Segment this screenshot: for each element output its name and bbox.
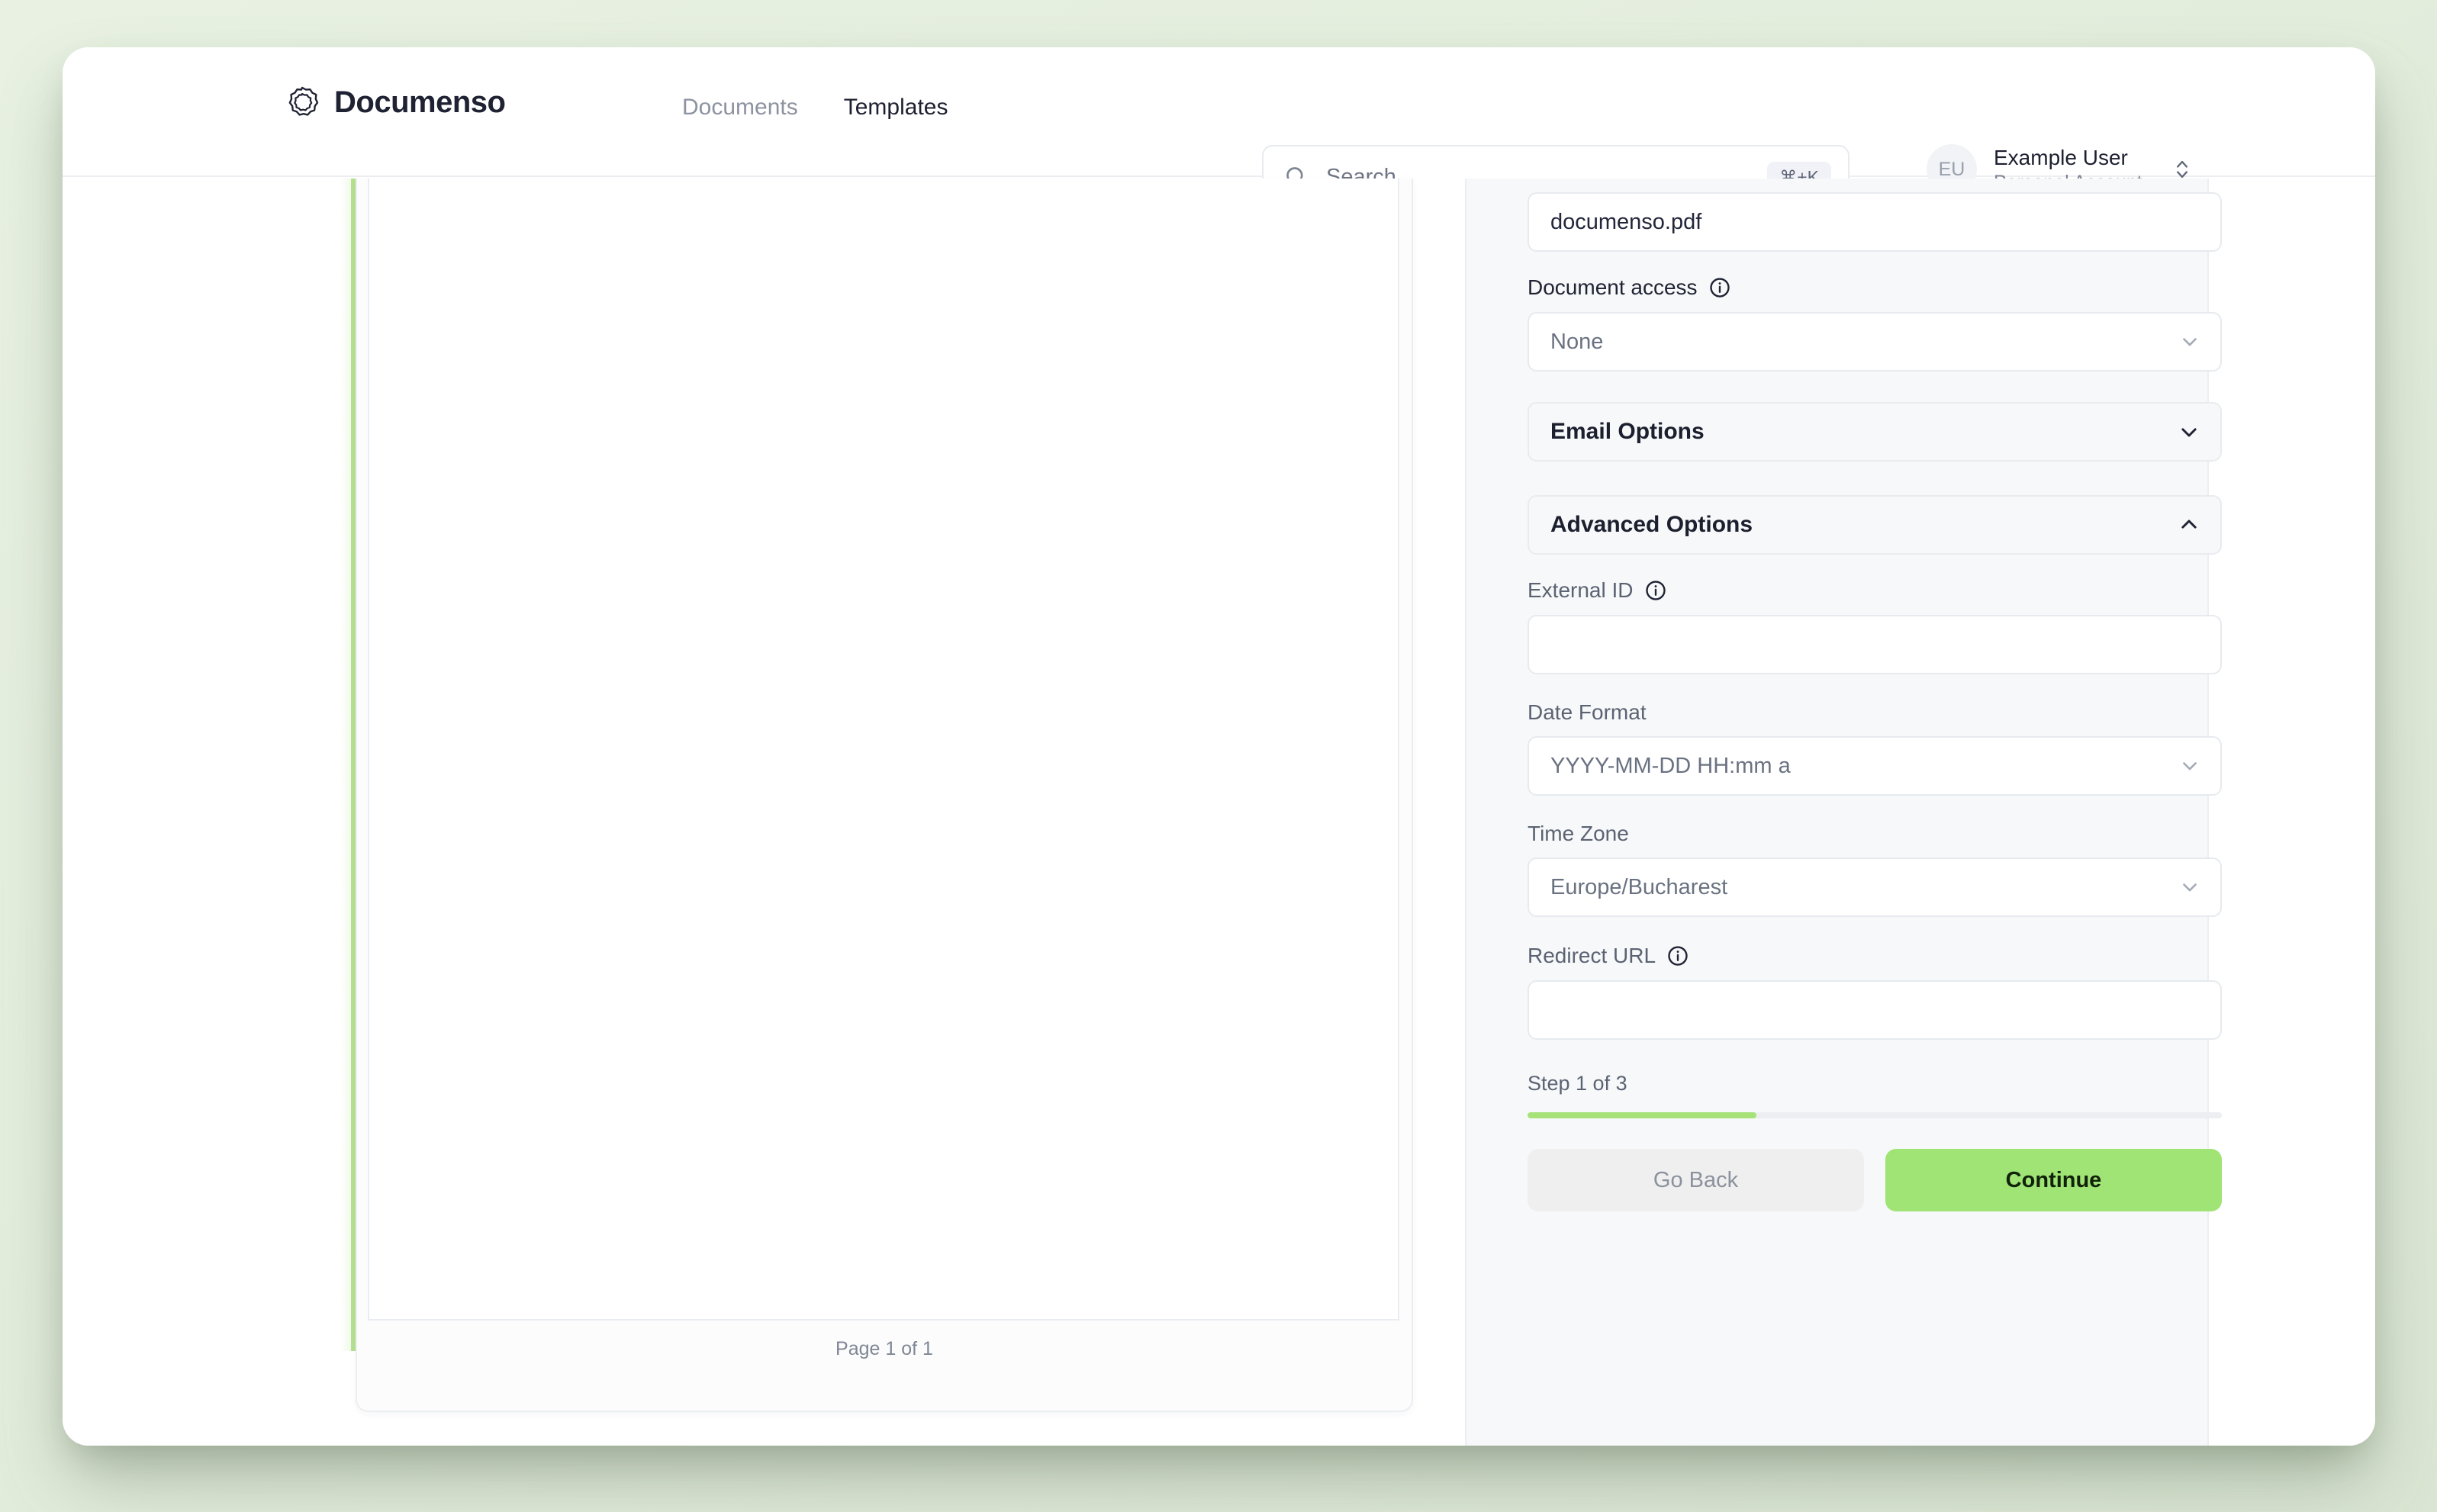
step-progress-bar xyxy=(1528,1112,2222,1118)
accent-rail xyxy=(351,179,356,1351)
email-options-label: Email Options xyxy=(1550,419,1705,444)
time-zone-label-text: Time Zone xyxy=(1528,822,1629,845)
step-indicator-label: Step 1 of 3 xyxy=(1528,1072,1627,1095)
app-window: Documenso Documents Templates Search ⌘+K… xyxy=(63,47,2375,1446)
chevron-up-icon xyxy=(2181,520,2197,529)
brand-logo[interactable]: Documenso xyxy=(285,85,506,119)
chevrons-up-down-icon xyxy=(2176,160,2188,179)
redirect-url-label-text: Redirect URL xyxy=(1528,944,1656,967)
document-settings-card: Document access None Email Options xyxy=(1465,179,2222,1446)
app-body: Page 1 of 1 Document access None xyxy=(63,179,2375,1446)
time-zone-label: Time Zone xyxy=(1528,823,2222,844)
date-format-select[interactable]: YYYY-MM-DD HH:mm a xyxy=(1528,736,2222,796)
redirect-url-label: Redirect URL xyxy=(1528,944,2222,967)
main-nav: Documents Templates xyxy=(681,90,949,125)
nav-link-documents[interactable]: Documents xyxy=(682,95,798,120)
document-title-input[interactable] xyxy=(1528,192,2222,252)
continue-button[interactable]: Continue xyxy=(1885,1149,2222,1211)
external-id-input[interactable] xyxy=(1528,615,2222,674)
document-access-label-text: Document access xyxy=(1528,275,1698,299)
step-progress-fill xyxy=(1528,1112,1757,1118)
go-back-button[interactable]: Go Back xyxy=(1528,1149,1864,1211)
chevron-down-icon xyxy=(2183,762,2197,770)
document-access-label: Document access xyxy=(1528,276,2222,299)
document-preview-panel: Page 1 of 1 xyxy=(356,179,1413,1412)
info-circle-icon[interactable] xyxy=(1644,579,1667,602)
info-circle-icon[interactable] xyxy=(1666,944,1689,967)
chevron-down-icon xyxy=(2181,428,2197,437)
info-circle-icon[interactable] xyxy=(1708,276,1731,299)
document-access-value: None xyxy=(1550,329,1604,354)
time-zone-select[interactable]: Europe/Bucharest xyxy=(1528,857,2222,917)
date-format-label: Date Format xyxy=(1528,702,2222,723)
external-id-label-text: External ID xyxy=(1528,578,1634,602)
chevron-down-icon xyxy=(2183,338,2197,346)
documenso-star-logo-icon xyxy=(288,86,319,116)
advanced-options-label: Advanced Options xyxy=(1550,512,1753,537)
brand-name: Documenso xyxy=(334,85,506,119)
document-access-select[interactable]: None xyxy=(1528,312,2222,372)
account-name: Example User xyxy=(1994,145,2128,169)
redirect-url-input[interactable] xyxy=(1528,980,2222,1040)
external-id-label: External ID xyxy=(1528,579,2222,602)
card-footer-actions: Go Back Continue xyxy=(1528,1149,2222,1211)
email-options-accordion[interactable]: Email Options xyxy=(1528,402,2222,462)
page-count-label: Page 1 of 1 xyxy=(835,1338,933,1359)
advanced-options-accordion[interactable]: Advanced Options xyxy=(1528,495,2222,555)
date-format-label-text: Date Format xyxy=(1528,700,1647,724)
chevron-down-icon xyxy=(2183,883,2197,892)
document-page[interactable] xyxy=(368,179,1399,1321)
app-header: Documenso Documents Templates Search ⌘+K… xyxy=(63,47,2375,209)
date-format-value: YYYY-MM-DD HH:mm a xyxy=(1550,753,1791,778)
time-zone-value: Europe/Bucharest xyxy=(1550,874,1728,899)
nav-link-templates[interactable]: Templates xyxy=(843,95,948,120)
